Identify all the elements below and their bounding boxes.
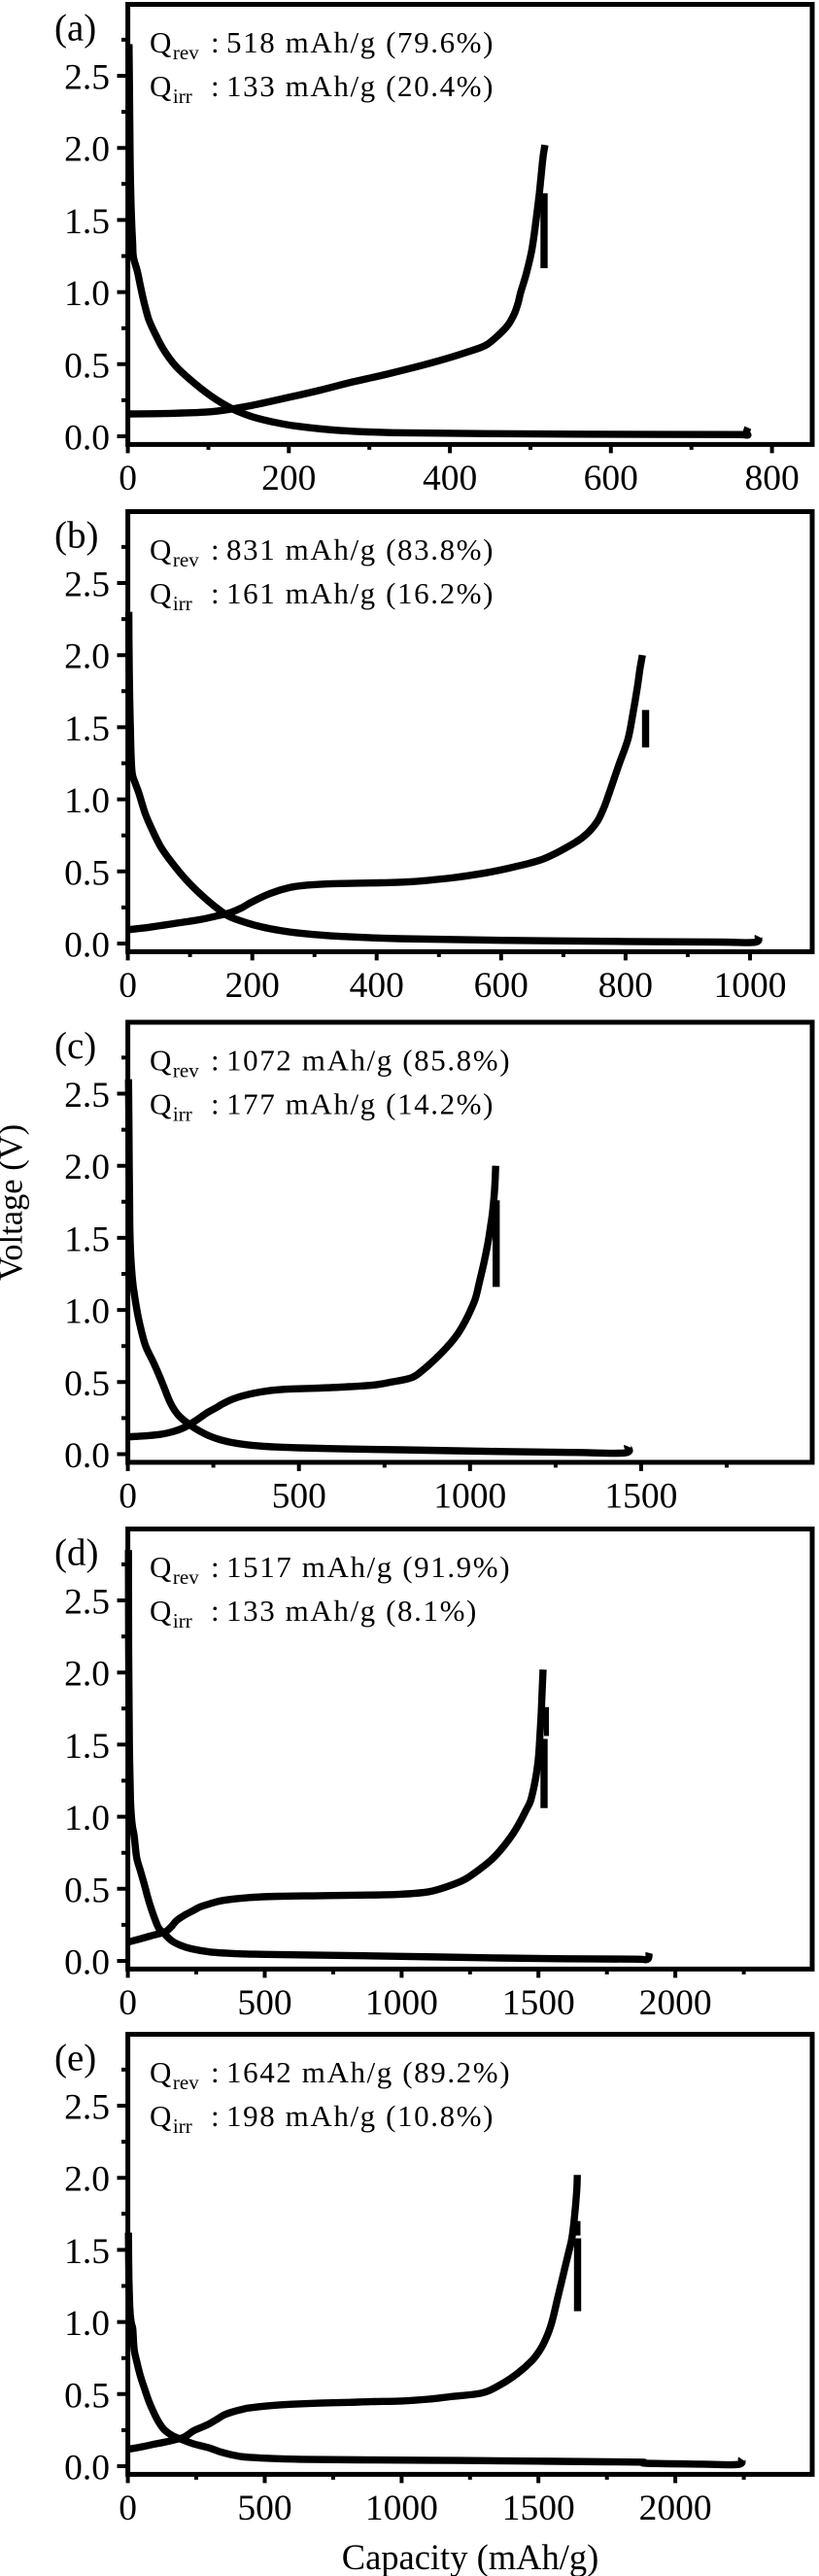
svg-text:2.5: 2.5 xyxy=(64,1583,110,1623)
svg-text:0.0: 0.0 xyxy=(64,2449,110,2489)
svg-text:1500: 1500 xyxy=(502,2489,575,2528)
svg-text:198 mAh/g (10.8%): 198 mAh/g (10.8%) xyxy=(226,2099,495,2133)
svg-text::: : xyxy=(211,1550,220,1584)
svg-text:133 mAh/g (8.1%): 133 mAh/g (8.1%) xyxy=(226,1594,478,1628)
svg-text:0.0: 0.0 xyxy=(64,926,110,966)
svg-text:1.5: 1.5 xyxy=(64,709,110,749)
svg-text::: : xyxy=(211,1087,220,1121)
svg-text::: : xyxy=(211,576,220,610)
svg-text:Capacity (mAh/g): Capacity (mAh/g) xyxy=(342,2537,599,2576)
svg-text:2.0: 2.0 xyxy=(64,2160,110,2200)
svg-text::: : xyxy=(211,25,220,59)
svg-text:(e): (e) xyxy=(54,2038,96,2079)
svg-text:500: 500 xyxy=(272,1476,326,1516)
svg-text:(c): (c) xyxy=(54,1025,96,1067)
svg-text:600: 600 xyxy=(474,966,529,1006)
svg-text:200: 200 xyxy=(225,966,280,1006)
svg-text:2.0: 2.0 xyxy=(64,1148,110,1187)
svg-text:800: 800 xyxy=(598,966,653,1006)
svg-text:0.0: 0.0 xyxy=(64,1943,110,1983)
svg-text:Voltage (V): Voltage (V) xyxy=(0,1124,30,1281)
svg-text:1000: 1000 xyxy=(365,2489,438,2528)
svg-text:1.0: 1.0 xyxy=(64,1292,110,1332)
svg-text:1000: 1000 xyxy=(365,1983,438,2023)
svg-text::: : xyxy=(211,1594,220,1628)
svg-text:Qirr: Qirr xyxy=(150,1594,192,1632)
svg-text:1.0: 1.0 xyxy=(64,2304,110,2344)
svg-text:1517 mAh/g (91.9%): 1517 mAh/g (91.9%) xyxy=(226,1550,511,1584)
svg-text:(d): (d) xyxy=(54,1532,98,1574)
svg-text:831 mAh/g (83.8%): 831 mAh/g (83.8%) xyxy=(226,532,495,567)
svg-text:1.5: 1.5 xyxy=(64,2232,110,2272)
svg-text:1.5: 1.5 xyxy=(64,1219,110,1259)
svg-text:1072 mAh/g (85.8%): 1072 mAh/g (85.8%) xyxy=(226,1044,511,1078)
svg-text:1000: 1000 xyxy=(714,966,787,1006)
svg-text:400: 400 xyxy=(423,459,477,498)
svg-text:0: 0 xyxy=(119,2489,137,2528)
svg-text:0: 0 xyxy=(119,1476,137,1516)
svg-text::: : xyxy=(211,69,220,103)
svg-text:2.0: 2.0 xyxy=(64,1655,110,1695)
svg-text::: : xyxy=(211,1044,220,1078)
svg-text:0: 0 xyxy=(119,459,137,498)
svg-text:2.5: 2.5 xyxy=(64,1076,110,1116)
svg-text:0.5: 0.5 xyxy=(64,2376,110,2416)
svg-text:0.0: 0.0 xyxy=(64,1436,110,1476)
svg-text:1.5: 1.5 xyxy=(64,1727,110,1767)
svg-text:800: 800 xyxy=(744,459,799,498)
svg-text:2.5: 2.5 xyxy=(64,566,110,605)
svg-text:Qirr: Qirr xyxy=(150,576,192,615)
svg-text:Qrev: Qrev xyxy=(150,1550,199,1589)
svg-text:(a): (a) xyxy=(54,8,96,50)
svg-text:1.0: 1.0 xyxy=(64,274,110,314)
svg-text:400: 400 xyxy=(350,966,404,1006)
svg-text:2000: 2000 xyxy=(639,2489,712,2528)
svg-text:0: 0 xyxy=(119,966,137,1006)
svg-text:0.5: 0.5 xyxy=(64,853,110,893)
svg-text:1.0: 1.0 xyxy=(64,1799,110,1838)
svg-text::: : xyxy=(211,532,220,567)
svg-text:2.5: 2.5 xyxy=(64,2088,110,2128)
svg-text:Qirr: Qirr xyxy=(150,2099,192,2138)
svg-text:(b): (b) xyxy=(54,515,98,557)
svg-text:0: 0 xyxy=(119,1983,137,2023)
svg-text:518 mAh/g (79.6%): 518 mAh/g (79.6%) xyxy=(226,25,495,59)
svg-text::: : xyxy=(211,2055,220,2089)
svg-text:2000: 2000 xyxy=(639,1983,712,2023)
svg-text:2.0: 2.0 xyxy=(64,130,110,170)
svg-text:0.5: 0.5 xyxy=(64,1871,110,1910)
svg-text:1.0: 1.0 xyxy=(64,781,110,821)
svg-text:500: 500 xyxy=(237,2489,291,2528)
svg-text:161 mAh/g (16.2%): 161 mAh/g (16.2%) xyxy=(226,576,495,610)
svg-text:1000: 1000 xyxy=(433,1476,506,1516)
svg-text:0.5: 0.5 xyxy=(64,346,110,386)
svg-text:133 mAh/g (20.4%): 133 mAh/g (20.4%) xyxy=(226,69,495,103)
svg-text:1642 mAh/g (89.2%): 1642 mAh/g (89.2%) xyxy=(226,2055,511,2089)
svg-text:1.5: 1.5 xyxy=(64,202,110,242)
svg-text:0.0: 0.0 xyxy=(64,419,110,459)
svg-text:1500: 1500 xyxy=(502,1983,575,2023)
svg-text:177 mAh/g (14.2%): 177 mAh/g (14.2%) xyxy=(226,1087,495,1121)
svg-text:2.5: 2.5 xyxy=(64,58,110,98)
svg-text:0.5: 0.5 xyxy=(64,1364,110,1404)
svg-text:200: 200 xyxy=(261,459,316,498)
svg-text:600: 600 xyxy=(584,459,638,498)
svg-text:500: 500 xyxy=(237,1983,291,2023)
svg-text:2.0: 2.0 xyxy=(64,637,110,677)
svg-text:1500: 1500 xyxy=(604,1476,677,1516)
svg-text::: : xyxy=(211,2099,220,2133)
